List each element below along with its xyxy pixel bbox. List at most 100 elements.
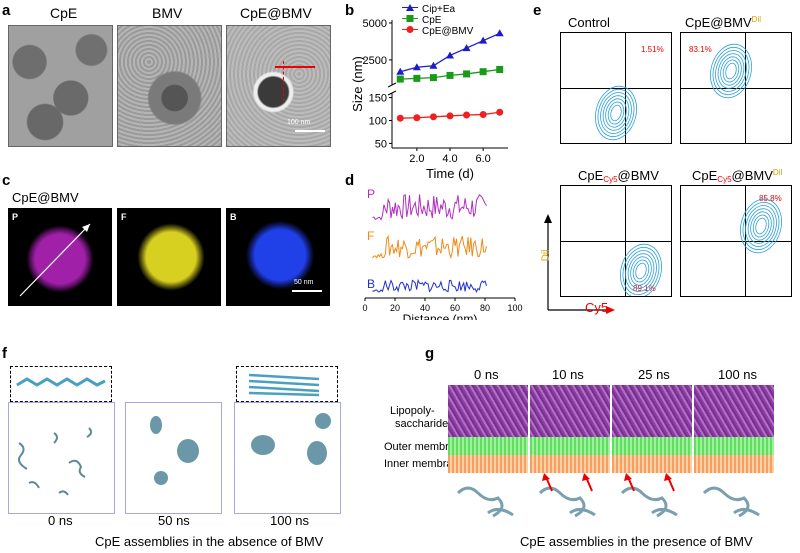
outer-membrane-layer (448, 437, 528, 455)
x-tick-label: 6.0 (475, 153, 490, 165)
data-point (396, 75, 404, 83)
data-point (463, 70, 471, 78)
contour-ring (627, 253, 655, 289)
line-scan-chart: 0 20 40 60 80 100 Distance (nm) P F B (362, 187, 522, 320)
tem-image-cpe-bmv: 100 nm (226, 25, 331, 147)
layer-label-inner: Inner membrane (384, 458, 465, 470)
data-point (462, 44, 471, 52)
facs-x-axis-label: Cy5 (585, 300, 609, 315)
facs-plot-cpe-bmv: 83.1% (680, 32, 792, 144)
data-point (412, 63, 421, 71)
cpe-clusters-icon (150, 416, 199, 485)
panel-label-f: f (2, 345, 7, 362)
facs-percent: 85.8% (759, 194, 782, 203)
data-point (496, 108, 504, 116)
line-scan-arrow-icon (19, 223, 91, 297)
lps-layer (694, 385, 774, 437)
data-point (446, 71, 454, 79)
x-tick-label: 0 (362, 303, 367, 313)
tem-title-bmv: BMV (152, 5, 183, 21)
contour-ring (607, 101, 625, 125)
eds-scale-bar-label: 50 nm (294, 279, 314, 286)
contour-ring (745, 205, 777, 247)
cpe-aggregate-icon (456, 486, 514, 518)
time-label-0ns: 0 ns (48, 513, 73, 528)
contour-ring (625, 250, 657, 292)
contour-icon (595, 85, 637, 141)
contour-ring (630, 256, 652, 286)
y-axis-label: Size (nm) (350, 56, 365, 112)
contour-ring (710, 43, 752, 99)
eds-scale-bar (292, 290, 322, 292)
stacked-molecules-icon (248, 373, 320, 397)
dashed-marker-icon (283, 61, 285, 101)
contour-ring (632, 259, 650, 283)
layer-label-outer: Outer membrane (384, 441, 468, 453)
contour-ring (620, 243, 662, 296)
outer-membrane-layer (694, 437, 774, 455)
cpe-molecules-icon (18, 427, 93, 496)
md-box-100ns (234, 402, 341, 514)
x-tick-label: 40 (420, 303, 430, 313)
time-label-50ns: 50 ns (158, 513, 190, 528)
data-point (446, 51, 454, 59)
outer-membrane-layer (612, 437, 692, 455)
lps-layer (448, 385, 528, 437)
panel-label-d: d (345, 172, 355, 189)
facs-y-axis-label: Dil (540, 249, 552, 262)
x-tick-label: 80 (480, 303, 490, 313)
data-point (479, 68, 487, 76)
inner-membrane-layer (530, 455, 610, 473)
data-point (463, 111, 471, 119)
zoom-inset-0ns (10, 366, 112, 402)
contour-ring (752, 214, 770, 238)
y-tick-label: 2500 (363, 55, 387, 67)
legend-label: CpE (422, 15, 442, 26)
y-tick-label: 100 (369, 116, 387, 128)
contour-ring (717, 53, 745, 89)
lps-layer (612, 385, 692, 437)
contour-ring (740, 198, 782, 254)
axis-break-icon (387, 90, 397, 96)
tem-image-bmv (117, 25, 222, 147)
panel-label-b: b (345, 2, 355, 19)
x-tick-label: 2.0 (409, 153, 424, 165)
insertion-arrows-icon (624, 473, 675, 492)
data-point (495, 29, 504, 37)
data-point (396, 67, 405, 75)
contour-ring (712, 46, 750, 96)
membrane-snapshot (530, 385, 610, 525)
tem-title-cpe: CpE (50, 5, 78, 21)
caption-f: CpE assemblies in the absence of BMV (95, 534, 324, 549)
data-point (429, 74, 437, 82)
legend-label: Cip+Ea (422, 4, 456, 15)
data-point (429, 61, 438, 69)
channel-label-b: B (230, 212, 237, 222)
profile-line-B (372, 278, 487, 293)
facs-plot-control: 1.51% (560, 32, 672, 144)
eds-title: CpE@BMV (12, 190, 79, 205)
contour-ring (605, 98, 627, 128)
contour-ring (597, 88, 635, 138)
contour-ring (635, 262, 647, 280)
contour-ring (720, 56, 742, 86)
legend-label: CpE@BMV (422, 26, 474, 37)
facs-title-cpe-bmv: CpE@BMVDil (685, 15, 762, 30)
eds-map-p: P (8, 208, 112, 306)
channel-label-p: P (12, 212, 19, 222)
panel-label-g: g (425, 345, 435, 362)
tem-title-cpe-bmv: CpE@BMV (240, 5, 312, 21)
layer-label-lps-1: Lipopoly- (390, 405, 435, 417)
x-tick-label: 4.0 (442, 153, 457, 165)
profile-label-F: F (367, 229, 374, 243)
scale-bar (295, 130, 325, 132)
zoom-inset-100ns (236, 366, 338, 402)
data-point (413, 74, 421, 82)
panel-label-a: a (2, 2, 11, 19)
membrane-snapshot (612, 385, 692, 525)
insertion-arrows-icon (542, 473, 593, 492)
time-label-g-0: 0 ns (474, 367, 499, 382)
data-point (413, 114, 421, 122)
facs-axis-arrows-icon (544, 214, 615, 314)
inner-membrane-layer (612, 455, 692, 473)
